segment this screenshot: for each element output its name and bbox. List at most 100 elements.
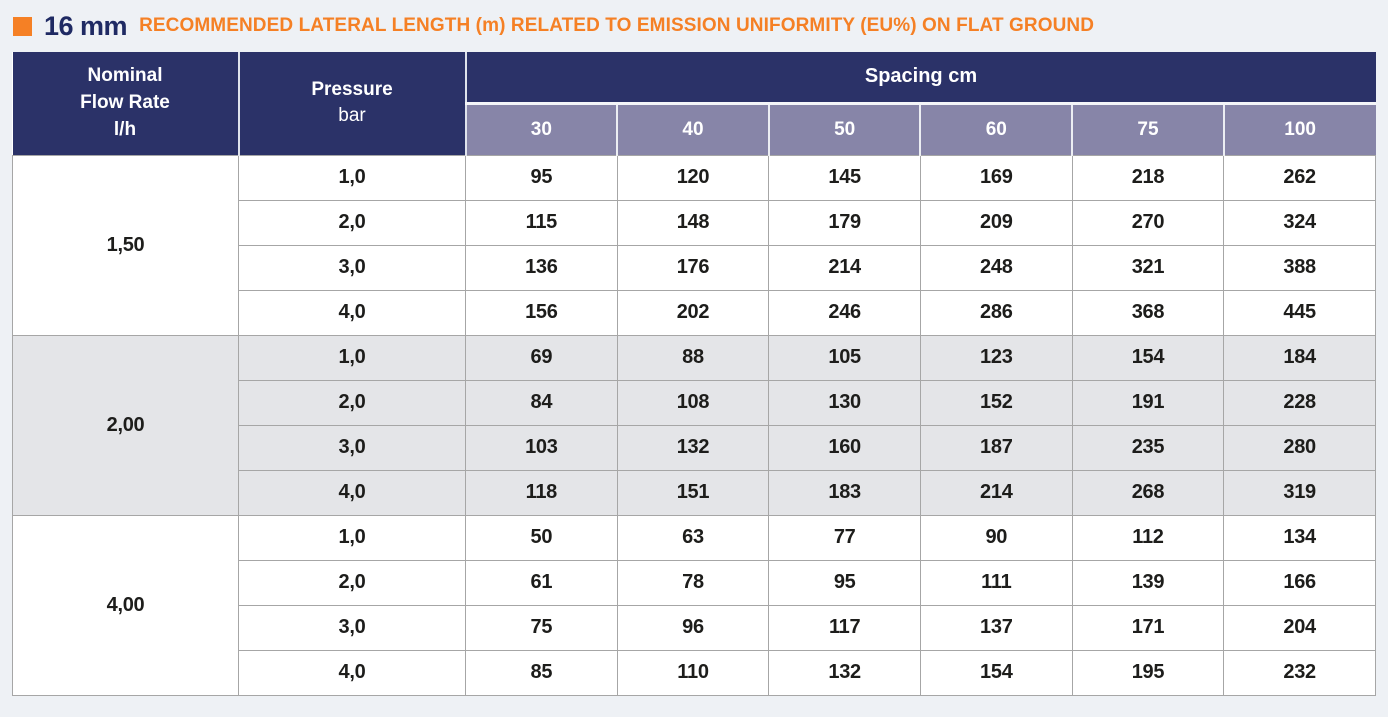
value-cell: 246 — [768, 289, 921, 336]
value-cell: 321 — [1071, 244, 1225, 291]
pipe-size-label: 16 mm — [44, 10, 128, 41]
spacing-col-75: 75 — [1071, 101, 1224, 155]
value-cell: 120 — [616, 154, 770, 201]
value-cell: 88 — [616, 334, 770, 381]
value-cell: 202 — [616, 289, 770, 336]
value-cell: 179 — [768, 199, 921, 246]
value-cell: 137 — [919, 604, 1073, 651]
value-cell: 154 — [1071, 334, 1225, 381]
pressure-cell: 2,0 — [238, 559, 466, 606]
pressure-cell: 4,0 — [238, 289, 466, 336]
flow-rate-header-line2: Flow Rate — [80, 91, 170, 113]
value-cell: 78 — [616, 559, 770, 606]
value-cell: 111 — [919, 559, 1073, 606]
value-cell: 95 — [768, 559, 921, 606]
value-cell: 61 — [465, 559, 618, 606]
table-row: 4,0 85 110 132 154 195 232 — [13, 649, 1376, 696]
table-row: 4,0 118 151 183 214 268 319 — [13, 469, 1376, 516]
value-cell: 166 — [1223, 559, 1376, 606]
value-cell: 319 — [1223, 469, 1376, 516]
value-cell: 232 — [1223, 649, 1376, 696]
value-cell: 270 — [1071, 199, 1225, 246]
value-cell: 169 — [919, 154, 1073, 201]
table-body: 1,50 1,0 95 120 145 169 218 262 2,0 115 … — [12, 154, 1376, 696]
table-header: Nominal Flow Rate l/h Pressure bar Spaci… — [12, 52, 1376, 155]
flow-rate-header-line1: Nominal — [87, 65, 163, 87]
flow-rate-header: Nominal Flow Rate l/h — [12, 52, 240, 155]
lateral-length-table: Nominal Flow Rate l/h Pressure bar Spaci… — [12, 52, 1376, 696]
value-cell: 176 — [616, 244, 770, 291]
value-cell: 184 — [1223, 334, 1376, 381]
value-cell: 156 — [465, 289, 618, 336]
value-cell: 171 — [1071, 604, 1225, 651]
spacing-columns-row: 30 40 50 60 75 100 — [13, 101, 1376, 155]
value-cell: 214 — [919, 469, 1073, 516]
value-cell: 95 — [465, 154, 618, 201]
page-title: RECOMMENDED LATERAL LENGTH (m) RELATED T… — [139, 15, 1095, 36]
value-cell: 248 — [919, 244, 1073, 291]
value-cell: 152 — [919, 379, 1073, 426]
spacing-header: Spacing cm — [465, 52, 1376, 103]
value-cell: 112 — [1071, 514, 1225, 561]
value-cell: 63 — [616, 514, 770, 561]
value-cell: 108 — [616, 379, 770, 426]
table-row: 2,0 115 148 179 209 270 324 — [13, 199, 1376, 246]
value-cell: 388 — [1223, 244, 1376, 291]
pressure-cell: 1,0 — [238, 514, 466, 561]
pressure-header: Pressure bar — [238, 52, 467, 155]
flow-rate-cell: 4,00 — [12, 514, 239, 696]
value-cell: 195 — [1071, 649, 1225, 696]
flow-rate-cell: 2,00 — [12, 334, 239, 516]
flow-rate-cell: 1,50 — [12, 154, 239, 336]
value-cell: 280 — [1223, 424, 1376, 471]
value-cell: 84 — [465, 379, 618, 426]
pressure-cell: 4,0 — [238, 649, 466, 696]
pressure-cell: 3,0 — [238, 604, 466, 651]
value-cell: 262 — [1223, 154, 1376, 201]
spacing-col-50: 50 — [767, 101, 921, 155]
pressure-cell: 2,0 — [238, 379, 466, 426]
value-cell: 77 — [768, 514, 921, 561]
table-row: 1,50 1,0 95 120 145 169 218 262 — [12, 154, 1376, 336]
value-cell: 148 — [616, 199, 770, 246]
value-cell: 151 — [616, 469, 770, 516]
table-row: 2,0 61 78 95 111 139 166 — [13, 559, 1376, 606]
orange-square-icon — [13, 16, 32, 36]
value-cell: 268 — [1071, 469, 1225, 516]
value-cell: 235 — [1071, 424, 1225, 471]
value-cell: 130 — [768, 379, 921, 426]
value-cell: 136 — [465, 244, 618, 291]
value-cell: 115 — [465, 199, 618, 246]
pressure-cell: 3,0 — [238, 244, 466, 291]
value-cell: 132 — [616, 424, 770, 471]
value-cell: 132 — [768, 649, 921, 696]
value-cell: 96 — [616, 604, 770, 651]
spacing-col-40: 40 — [616, 101, 769, 155]
value-cell: 110 — [616, 649, 770, 696]
value-cell: 90 — [919, 514, 1073, 561]
value-cell: 214 — [768, 244, 921, 291]
pressure-cell: 1,0 — [238, 154, 466, 201]
value-cell: 218 — [1071, 154, 1225, 201]
pressure-cell: 3,0 — [238, 424, 466, 471]
value-cell: 118 — [465, 469, 618, 516]
title-bar: 16 mm RECOMMENDED LATERAL LENGTH (m) REL… — [12, 0, 1376, 52]
value-cell: 123 — [919, 334, 1073, 381]
value-cell: 324 — [1223, 199, 1376, 246]
table-row: 2,00 1,0 69 88 105 123 154 184 — [12, 334, 1376, 516]
value-cell: 103 — [465, 424, 618, 471]
pressure-cell: 2,0 — [238, 199, 466, 246]
pressure-header-line2: bar — [338, 105, 366, 127]
spacing-col-30: 30 — [464, 101, 618, 155]
value-cell: 368 — [1071, 289, 1225, 336]
value-cell: 154 — [919, 649, 1073, 696]
value-cell: 183 — [768, 469, 921, 516]
value-cell: 117 — [768, 604, 921, 651]
flow-rate-header-line3: l/h — [113, 118, 137, 140]
table-row: 3,0 136 176 214 248 321 388 — [13, 244, 1376, 291]
pressure-cell: 4,0 — [238, 469, 466, 516]
value-cell: 286 — [919, 289, 1073, 336]
value-cell: 69 — [465, 334, 618, 381]
pressure-cell: 1,0 — [238, 334, 466, 381]
value-cell: 85 — [465, 649, 618, 696]
